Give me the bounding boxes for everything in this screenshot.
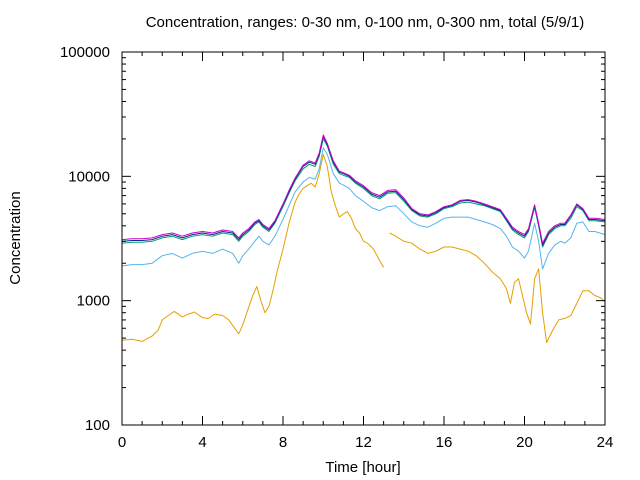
y-tick-label: 100000	[60, 44, 110, 61]
x-tick-label: 8	[279, 434, 287, 451]
x-axis-label: Time [hour]	[325, 459, 400, 476]
y-tick-label: 10000	[68, 168, 110, 185]
x-tick-label: 16	[436, 434, 453, 451]
x-tick-label: 4	[198, 434, 206, 451]
y-tick-label: 100	[85, 417, 110, 434]
series-line-4	[121, 135, 606, 246]
chart-title: Concentration, ranges: 0-30 nm, 0-100 nm…	[146, 14, 585, 31]
series-line-2	[121, 147, 606, 270]
x-tick-label: 24	[597, 434, 614, 451]
series-line-1-segment-2	[389, 232, 606, 344]
y-axis-label: Concentration	[7, 191, 24, 284]
series-line-5	[121, 134, 606, 244]
x-tick-label: 0	[118, 434, 126, 451]
x-tick-label: 12	[355, 434, 372, 451]
y-tick-label: 1000	[77, 293, 110, 310]
series-layer	[121, 134, 606, 344]
ticks-layer: 0 4 8 12 16 20 24 100 1000 10000 100000	[60, 44, 613, 451]
plot-frame	[121, 51, 606, 426]
x-tick-label: 20	[516, 434, 533, 451]
series-line-1	[121, 153, 385, 342]
